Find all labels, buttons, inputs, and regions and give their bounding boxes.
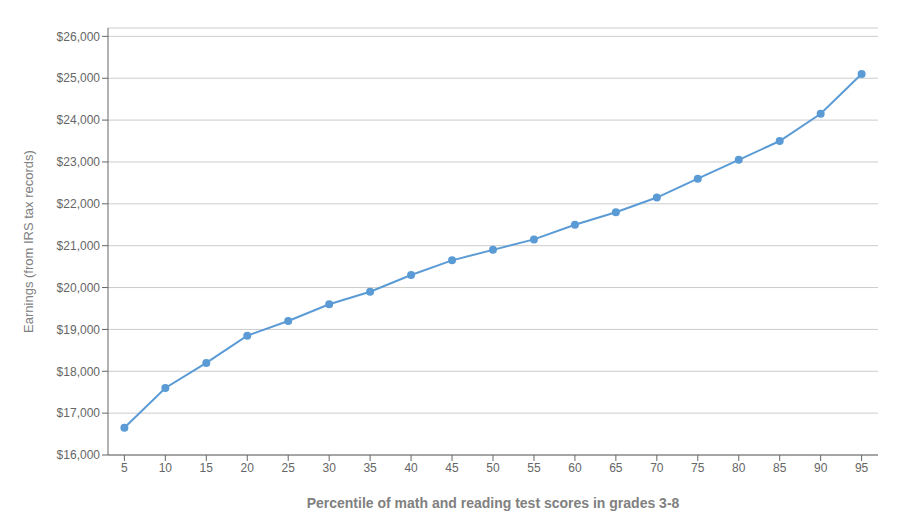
svg-text:$20,000: $20,000 <box>57 281 101 295</box>
svg-text:45: 45 <box>445 461 459 475</box>
svg-text:$16,000: $16,000 <box>57 448 101 462</box>
svg-text:90: 90 <box>814 461 828 475</box>
svg-text:Earnings (from IRS tax records: Earnings (from IRS tax records) <box>21 150 36 333</box>
svg-text:75: 75 <box>691 461 705 475</box>
svg-text:30: 30 <box>322 461 336 475</box>
svg-text:35: 35 <box>363 461 377 475</box>
svg-text:55: 55 <box>527 461 541 475</box>
svg-text:60: 60 <box>568 461 582 475</box>
svg-text:$21,000: $21,000 <box>57 239 101 253</box>
svg-text:Percentile of math and reading: Percentile of math and reading test scor… <box>307 495 680 511</box>
svg-text:40: 40 <box>404 461 418 475</box>
svg-text:85: 85 <box>773 461 787 475</box>
svg-text:$23,000: $23,000 <box>57 155 101 169</box>
svg-text:$17,000: $17,000 <box>57 406 101 420</box>
svg-text:15: 15 <box>200 461 214 475</box>
svg-text:80: 80 <box>732 461 746 475</box>
svg-text:25: 25 <box>282 461 296 475</box>
svg-text:$25,000: $25,000 <box>57 71 101 85</box>
svg-text:65: 65 <box>609 461 623 475</box>
svg-text:$24,000: $24,000 <box>57 113 101 127</box>
svg-text:20: 20 <box>241 461 255 475</box>
svg-text:70: 70 <box>650 461 664 475</box>
svg-text:$22,000: $22,000 <box>57 197 101 211</box>
svg-text:$26,000: $26,000 <box>57 30 101 44</box>
svg-text:10: 10 <box>159 461 173 475</box>
svg-text:$19,000: $19,000 <box>57 323 101 337</box>
svg-text:50: 50 <box>486 461 500 475</box>
svg-text:5: 5 <box>121 461 128 475</box>
svg-text:95: 95 <box>855 461 869 475</box>
svg-text:$18,000: $18,000 <box>57 365 101 379</box>
